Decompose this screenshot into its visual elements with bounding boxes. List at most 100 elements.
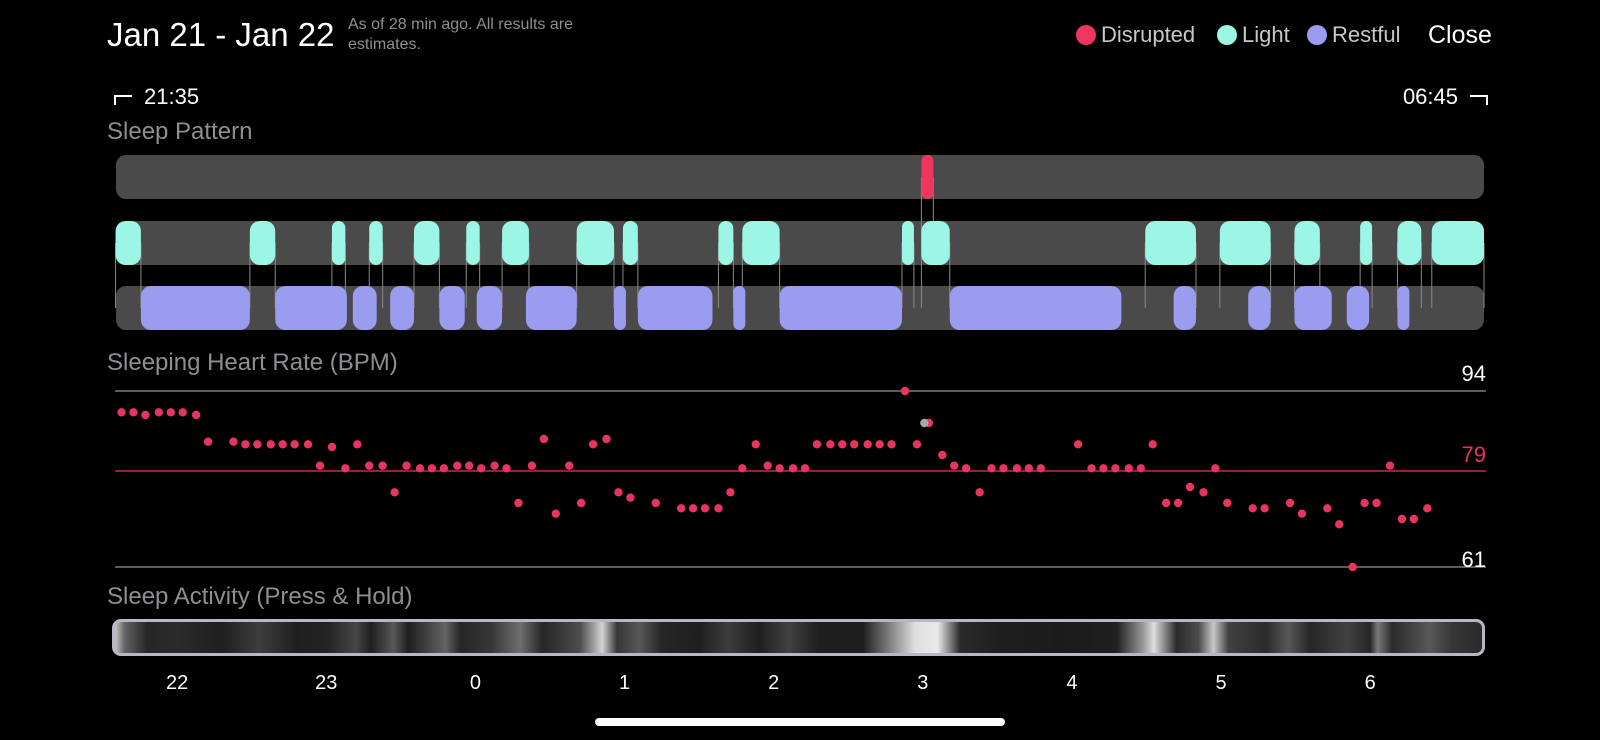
axis-tick-label: 2 xyxy=(768,672,780,694)
hr-point xyxy=(950,461,959,470)
segment-light xyxy=(718,221,734,265)
segment-light xyxy=(1397,221,1422,265)
hr-point xyxy=(1036,464,1045,473)
hr-point xyxy=(1248,504,1257,513)
hr-point xyxy=(539,434,549,444)
hr-point xyxy=(714,504,723,513)
hr-point xyxy=(588,440,598,449)
hr-avg-label: 79 xyxy=(1461,442,1486,467)
hr-point xyxy=(1211,464,1220,473)
segment-restful xyxy=(733,286,746,330)
hr-point xyxy=(303,440,313,449)
hr-point xyxy=(775,464,784,473)
hr-point xyxy=(551,509,560,518)
segment-restful xyxy=(779,286,902,330)
hr-point xyxy=(1423,504,1432,513)
hr-point xyxy=(800,464,810,473)
axis-tick-label: 23 xyxy=(315,672,338,694)
hr-point xyxy=(514,498,523,508)
hr-point xyxy=(987,464,996,473)
hr-point xyxy=(788,464,798,473)
hr-point xyxy=(565,461,574,470)
segment-light xyxy=(502,221,529,265)
hr-point xyxy=(838,440,847,449)
hr-point xyxy=(999,464,1008,473)
segment-restful xyxy=(525,286,577,330)
legend-disrupted-label: Disrupted xyxy=(1101,22,1196,47)
hr-point xyxy=(390,488,399,497)
hr-point xyxy=(476,464,486,473)
hr-point xyxy=(315,461,325,470)
hr-min-label: 61 xyxy=(1461,547,1486,572)
hr-point xyxy=(365,461,374,470)
hr-point xyxy=(1260,504,1269,513)
hr-point xyxy=(527,461,537,470)
sleep-pattern-title: Sleep Pattern xyxy=(107,118,253,145)
hr-point xyxy=(651,498,660,508)
hr-point xyxy=(203,437,213,446)
close-button[interactable]: Close xyxy=(1428,21,1492,49)
legend-light-label: Light xyxy=(1242,22,1290,47)
hr-point xyxy=(751,440,760,449)
hr-point xyxy=(1297,509,1307,518)
hr-point xyxy=(129,408,138,417)
hr-point xyxy=(1360,498,1369,508)
hr-point xyxy=(1099,464,1108,473)
segment-light xyxy=(414,221,440,265)
start-time-label: 21:35 xyxy=(144,84,200,109)
segment-light xyxy=(1145,221,1196,265)
hr-point xyxy=(1397,514,1407,524)
hr-point xyxy=(341,464,350,473)
axis-tick-label: 5 xyxy=(1215,672,1227,694)
hr-point xyxy=(1285,498,1295,508)
axis-tick-label: 0 xyxy=(469,672,481,694)
end-time-label: 06:45 xyxy=(1402,84,1458,109)
hr-point xyxy=(353,440,362,449)
legend-restful-label: Restful xyxy=(1332,22,1401,47)
hr-point xyxy=(961,464,971,473)
hr-point xyxy=(154,408,164,417)
segment-restful xyxy=(1346,286,1370,330)
segment-light xyxy=(369,221,383,265)
sleep-activity-bar[interactable] xyxy=(112,619,1485,656)
segment-light xyxy=(466,221,480,265)
axis-tick-label: 3 xyxy=(917,672,929,694)
segment-restful xyxy=(352,286,377,330)
segment-restful xyxy=(140,286,250,330)
hr-point xyxy=(1385,461,1395,470)
hr-point xyxy=(427,464,437,473)
hr-point xyxy=(453,461,462,470)
segment-disrupted xyxy=(921,155,934,199)
segment-light xyxy=(115,221,141,265)
hr-point xyxy=(1148,440,1157,449)
hr-point xyxy=(1073,440,1083,449)
axis-tick-label: 4 xyxy=(1066,672,1078,694)
legend-disrupted-dot xyxy=(1076,25,1096,45)
segment-light xyxy=(249,221,276,265)
heart-rate-title: Sleeping Heart Rate (BPM) xyxy=(107,349,398,376)
hr-point xyxy=(1024,464,1034,473)
hr-point xyxy=(178,408,187,417)
hr-point xyxy=(812,440,822,449)
hr-point xyxy=(863,440,872,449)
hr-point xyxy=(191,410,201,420)
hr-point xyxy=(626,493,635,502)
hr-point xyxy=(439,464,449,473)
sleep-pattern-chart[interactable] xyxy=(0,0,1600,340)
hr-point xyxy=(912,440,922,449)
hr-point xyxy=(278,440,287,449)
hr-point xyxy=(938,450,947,460)
hr-point xyxy=(614,488,623,497)
end-time: 06:45 xyxy=(1403,82,1488,112)
hr-point xyxy=(1173,498,1183,508)
home-indicator[interactable] xyxy=(595,718,1005,726)
hr-point xyxy=(975,488,984,497)
hr-point xyxy=(241,440,250,449)
hr-point xyxy=(700,504,710,513)
segment-restful xyxy=(1173,286,1196,330)
segment-restful xyxy=(439,286,465,330)
segment-restful xyxy=(1248,286,1271,330)
segment-restful xyxy=(390,286,415,330)
axis-tick-label: 6 xyxy=(1364,672,1376,694)
hr-point xyxy=(266,440,275,449)
